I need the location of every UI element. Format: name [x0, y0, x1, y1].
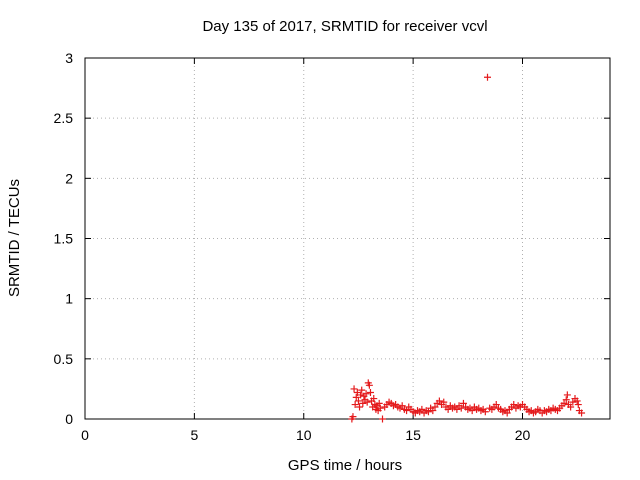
- data-point: [578, 409, 586, 417]
- axes: 0 5 10 15 20 0 0.5 1 1.5 2 2.5 3: [54, 50, 610, 443]
- data-point: [359, 399, 367, 407]
- data-point: [358, 386, 366, 394]
- data-point: [376, 404, 384, 412]
- y-tick-label: 1: [65, 291, 73, 307]
- x-tick-label: 20: [515, 427, 531, 443]
- data-point: [481, 408, 489, 416]
- data-point: [418, 405, 426, 413]
- data-point: [362, 390, 370, 398]
- data-point: [562, 396, 570, 404]
- data-point: [573, 397, 581, 405]
- plot-area-border: [84, 57, 611, 420]
- data-point: [492, 401, 500, 409]
- data-point: [574, 401, 582, 409]
- data-point: [375, 399, 383, 407]
- y-tick-label: 2.5: [54, 110, 74, 126]
- x-tick-label: 5: [190, 427, 198, 443]
- data-point: [366, 389, 374, 397]
- data-point: [363, 398, 371, 406]
- x-tick-label: 10: [296, 427, 312, 443]
- data-points: [348, 73, 586, 423]
- y-tick-label: 3: [65, 50, 73, 66]
- grid: [85, 58, 610, 419]
- data-point: [440, 398, 448, 406]
- data-point: [468, 407, 476, 415]
- data-point: [431, 403, 439, 411]
- data-point: [351, 401, 359, 409]
- data-point: [567, 403, 575, 411]
- data-point: [357, 391, 365, 399]
- data-point: [510, 401, 518, 409]
- data-point: [435, 397, 443, 405]
- data-point: [379, 415, 386, 423]
- data-point: [503, 409, 511, 417]
- data-point: [569, 398, 577, 406]
- data-point: [560, 399, 568, 407]
- chart-title: Day 135 of 2017, SRMTID for receiver vcv…: [202, 18, 487, 35]
- data-point: [350, 385, 358, 393]
- data-point: [349, 413, 357, 421]
- y-tick-label: 0: [65, 411, 73, 427]
- data-point: [354, 397, 362, 405]
- data-point: [459, 399, 467, 407]
- data-point: [453, 405, 461, 413]
- x-tick-label: 15: [405, 427, 421, 443]
- y-tick-label: 2: [65, 170, 73, 186]
- data-point: [365, 381, 373, 389]
- data-point: [398, 402, 406, 410]
- data-point: [429, 407, 437, 415]
- data-point: [444, 405, 452, 413]
- y-axis-label: SRMTID / TECUs: [6, 179, 23, 297]
- data-point: [352, 393, 360, 401]
- x-tick-label: 0: [81, 427, 89, 443]
- data-point: [424, 408, 432, 416]
- data-point: [356, 403, 364, 411]
- y-tick-label: 1.5: [54, 231, 74, 247]
- x-axis-label: GPS time / hours: [288, 457, 402, 474]
- data-point: [403, 407, 411, 415]
- data-point: [484, 73, 491, 81]
- data-point: [563, 391, 571, 399]
- y-tick-label: 0.5: [54, 351, 74, 367]
- data-point: [370, 395, 378, 403]
- data-point: [457, 404, 465, 412]
